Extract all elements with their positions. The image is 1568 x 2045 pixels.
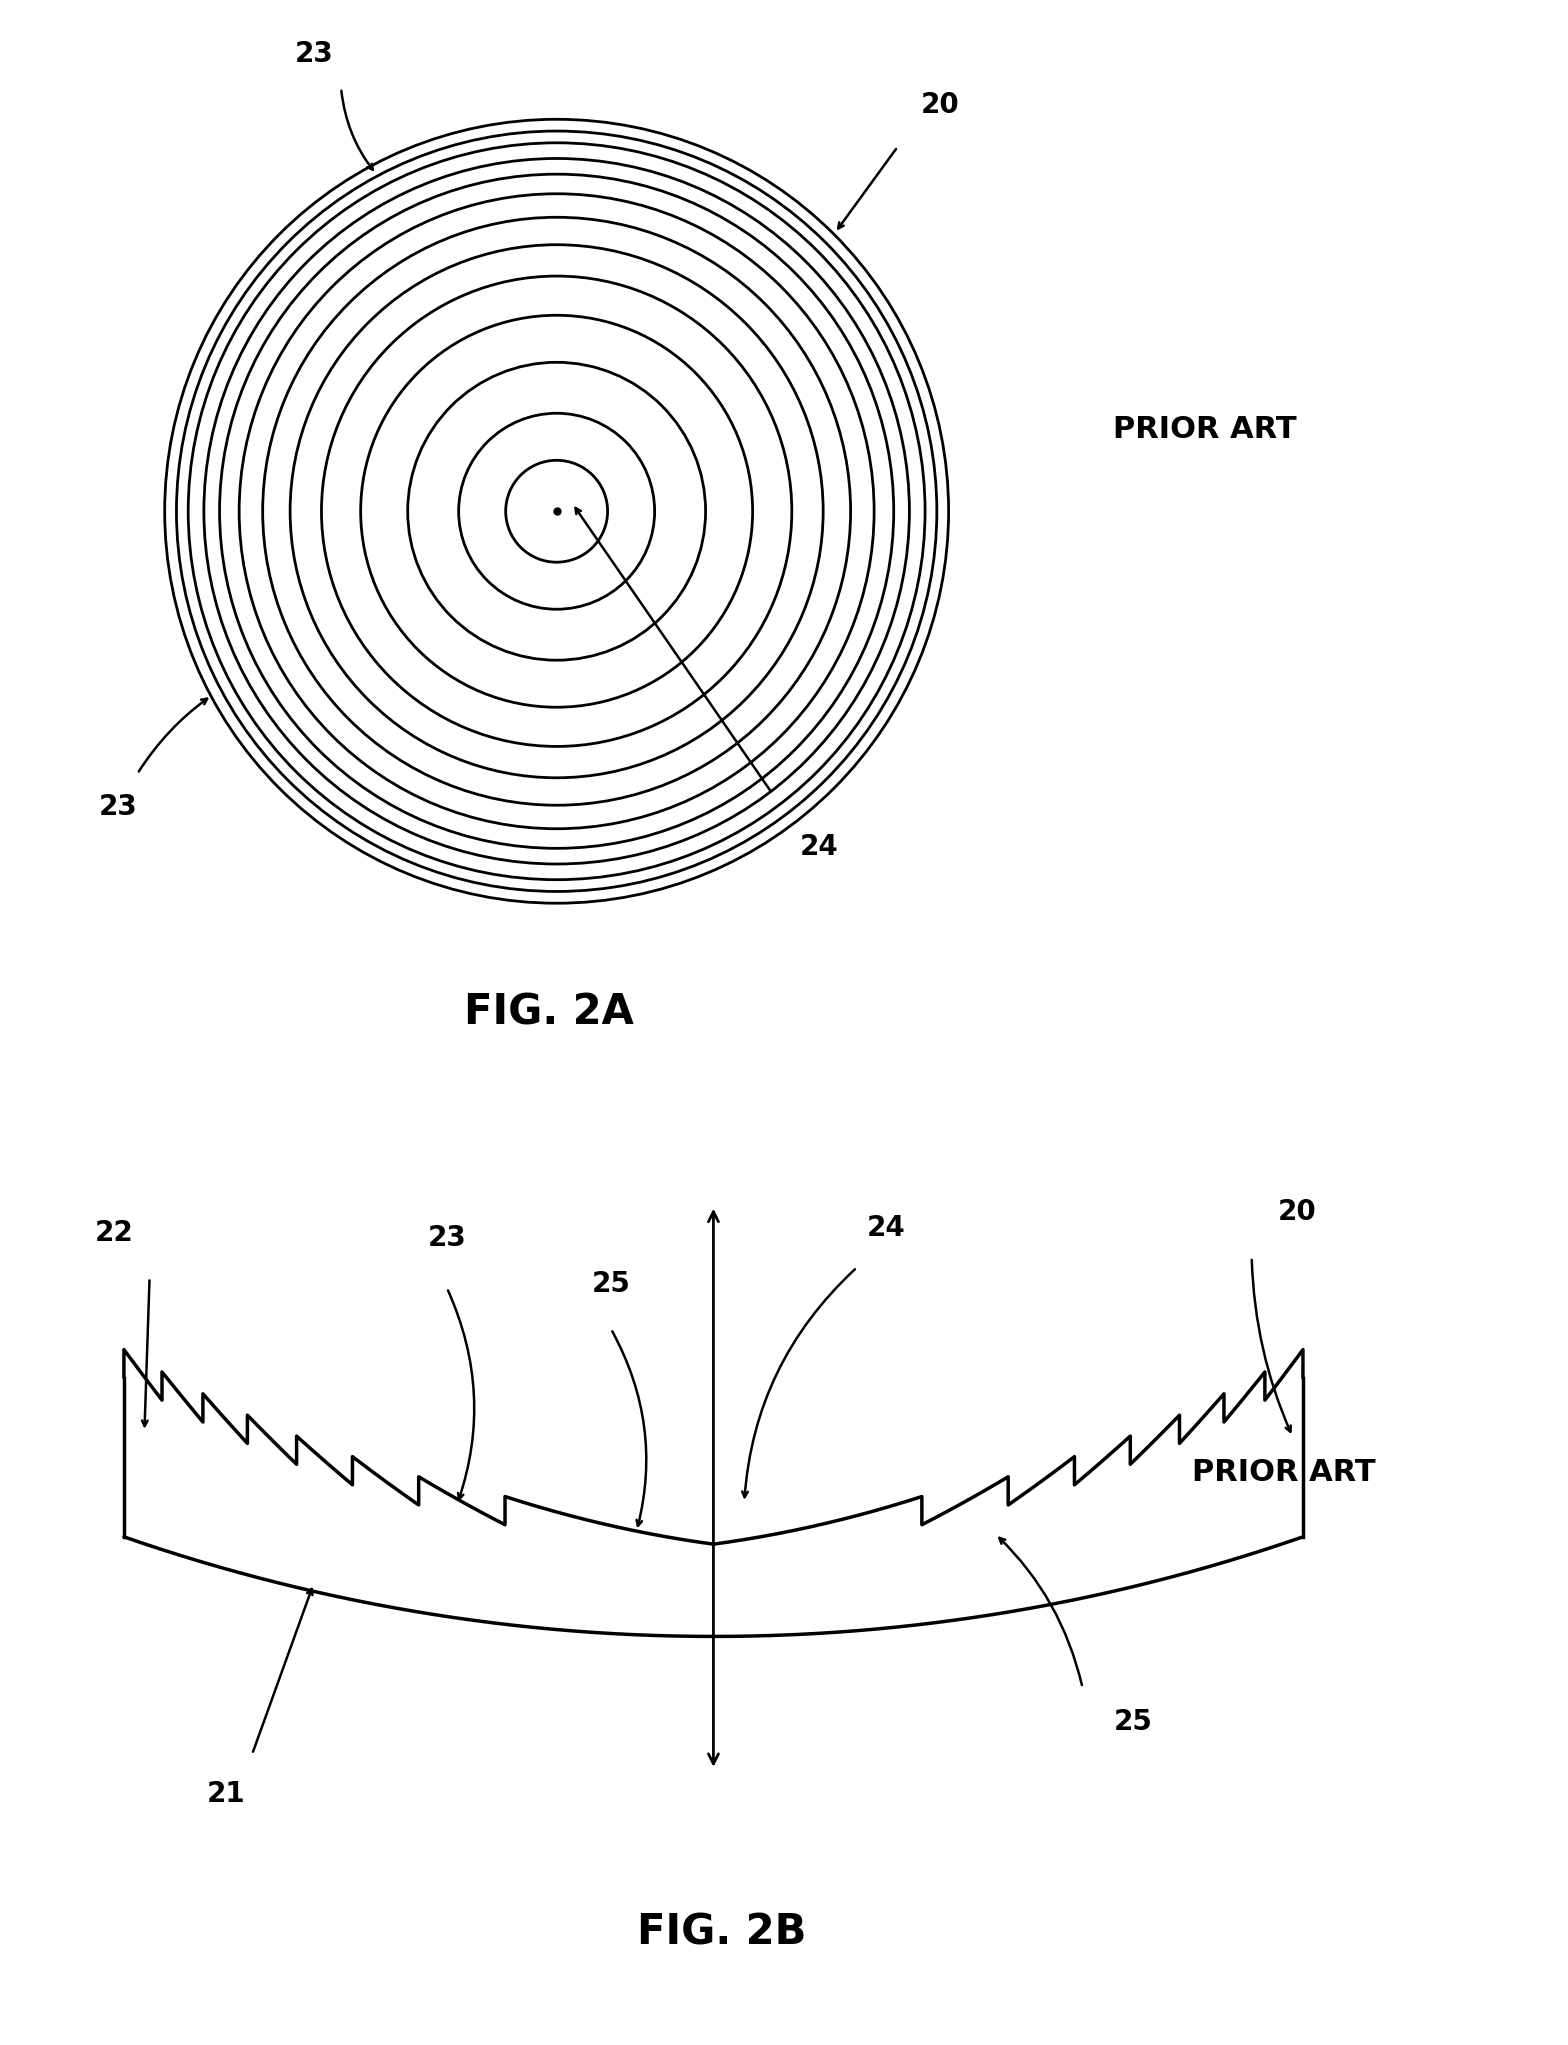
Text: 25: 25 xyxy=(591,1270,630,1299)
Text: 23: 23 xyxy=(99,793,136,822)
Text: FIG. 2B: FIG. 2B xyxy=(637,1912,806,1953)
Text: 23: 23 xyxy=(295,41,332,67)
Text: 24: 24 xyxy=(867,1215,906,1241)
Text: FIG. 2A: FIG. 2A xyxy=(464,992,633,1033)
Text: 22: 22 xyxy=(94,1219,133,1247)
Text: 24: 24 xyxy=(800,832,839,861)
Text: 21: 21 xyxy=(207,1779,246,1808)
Text: 23: 23 xyxy=(428,1225,466,1252)
Text: 25: 25 xyxy=(1113,1708,1152,1736)
Text: PRIOR ART: PRIOR ART xyxy=(1192,1458,1375,1487)
Text: 20: 20 xyxy=(1278,1198,1316,1227)
Text: PRIOR ART: PRIOR ART xyxy=(1113,415,1297,444)
Text: 20: 20 xyxy=(920,92,960,119)
